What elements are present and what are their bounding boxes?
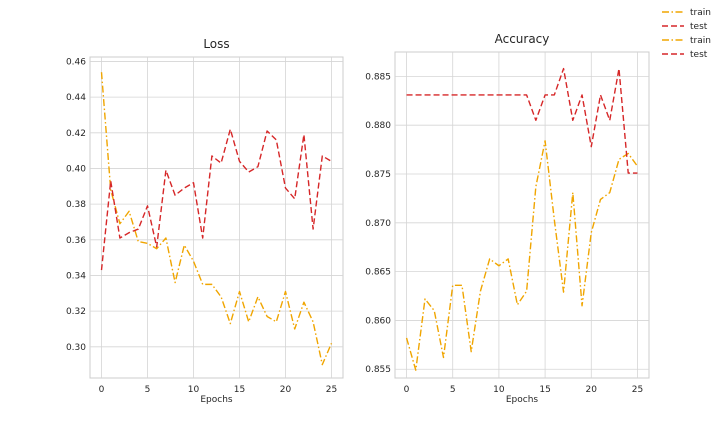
loss-series <box>100 72 333 366</box>
series-line-train <box>405 140 639 371</box>
y-tick-label: 0.860 <box>365 316 391 326</box>
legend-label: train <box>690 36 711 46</box>
figure-legend: train test train test <box>662 8 711 60</box>
x-tick-label: 15 <box>234 385 245 395</box>
legend-label: test <box>690 50 708 60</box>
y-tick-label: 0.855 <box>365 365 391 375</box>
y-tick-label: 0.40 <box>66 164 86 174</box>
accuracy-x-axis-label: Epochs <box>506 395 539 405</box>
y-tick-label: 0.34 <box>66 271 86 281</box>
x-tick-label: 25 <box>632 385 643 395</box>
legend-label: train <box>690 8 711 18</box>
x-tick-label: 0 <box>404 385 410 395</box>
legend-entry: train <box>662 36 711 46</box>
legend-entry: test <box>662 50 708 60</box>
x-tick-label: 20 <box>586 385 598 395</box>
y-tick-label: 0.875 <box>365 170 391 180</box>
accuracy-chart: 0 5 10 15 20 25 0.855 0.860 0.865 0.870 0.875 0.880… <box>365 32 650 405</box>
x-tick-label: 15 <box>539 385 550 395</box>
y-tick-label: 0.32 <box>66 307 86 317</box>
x-tick-label: 25 <box>326 385 337 395</box>
accuracy-series <box>405 67 639 371</box>
accuracy-plot-area <box>394 51 650 379</box>
y-tick-label: 0.36 <box>66 236 86 246</box>
y-tick-label: 0.42 <box>66 129 86 139</box>
x-tick-label: 10 <box>493 385 505 395</box>
accuracy-title: Accuracy <box>495 32 550 46</box>
series-line-test <box>100 128 332 271</box>
y-tick-label: 0.865 <box>365 268 391 278</box>
y-tick-label: 0.44 <box>66 93 86 103</box>
series-line-test <box>406 67 638 174</box>
legend-entry: test <box>662 22 708 32</box>
x-tick-label: 20 <box>280 385 292 395</box>
loss-x-axis-label: Epochs <box>200 395 233 405</box>
y-tick-label: 0.885 <box>365 72 391 82</box>
x-tick-label: 5 <box>450 385 456 395</box>
y-tick-label: 0.38 <box>66 200 86 210</box>
loss-chart: 0 5 10 15 20 25 0.30 0.32 0.34 0.36 0.38 0.40 0.42 0.… <box>66 37 344 405</box>
loss-title: Loss <box>203 37 229 51</box>
loss-grid <box>90 57 343 378</box>
x-tick-label: 10 <box>188 385 200 395</box>
loss-plot-area <box>89 56 344 379</box>
y-tick-label: 0.870 <box>365 219 391 229</box>
accuracy-grid <box>395 52 649 378</box>
y-tick-label: 0.880 <box>365 121 391 131</box>
x-tick-label: 5 <box>145 385 151 395</box>
loss-ticks: 0 5 10 15 20 25 0.30 0.32 0.34 0.36 0.38 0.40 0.42 0.… <box>66 57 337 395</box>
series-line-train <box>100 72 333 366</box>
x-tick-label: 0 <box>99 385 105 395</box>
legend-entry: train <box>662 8 711 18</box>
legend-label: test <box>690 22 708 32</box>
y-tick-label: 0.46 <box>66 57 86 67</box>
accuracy-ticks: 0 5 10 15 20 25 0.855 0.860 0.865 0.870 0.875 0.880… <box>365 72 643 395</box>
y-tick-label: 0.30 <box>66 343 86 353</box>
